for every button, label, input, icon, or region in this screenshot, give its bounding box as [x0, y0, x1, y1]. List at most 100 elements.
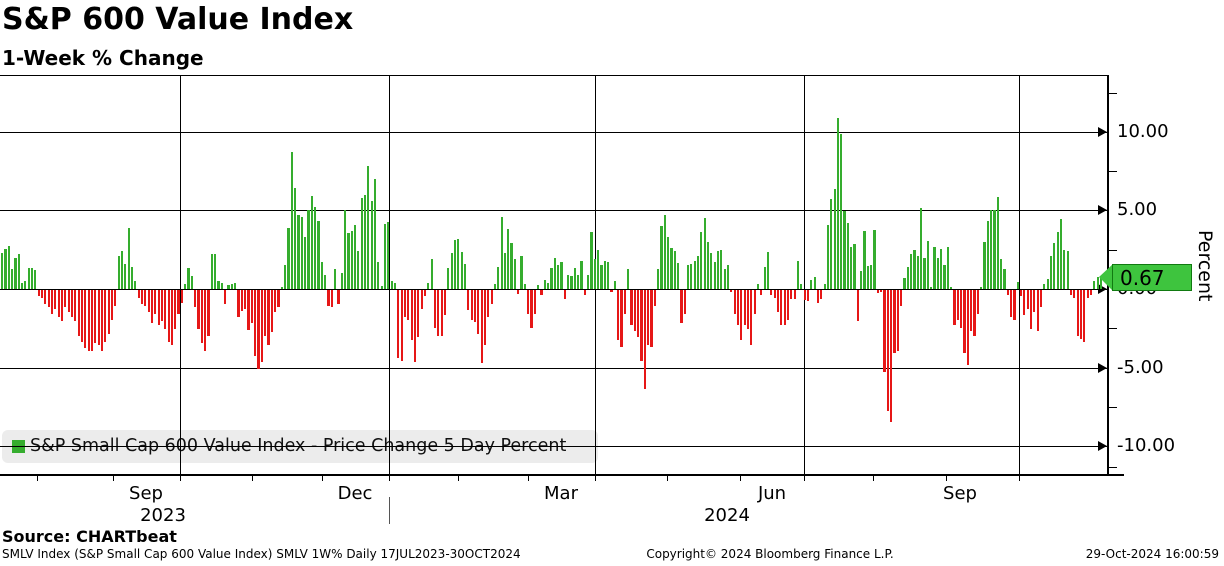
bar: [450, 252, 453, 289]
bar: [973, 290, 976, 336]
footer-timestamp: 29-Oct-2024 16:00:59: [1085, 547, 1219, 561]
bar: [407, 290, 410, 320]
bar: [104, 290, 107, 342]
bar: [557, 264, 560, 289]
bar: [537, 285, 540, 289]
bar: [294, 188, 297, 289]
bar: [530, 290, 533, 328]
x-month-label: Dec: [337, 483, 373, 504]
bar: [940, 248, 943, 289]
footer-copyright: Copyright© 2024 Bloomberg Finance L.P.: [646, 547, 894, 561]
bar: [1033, 290, 1036, 312]
y-tick-label: -10.00: [1117, 435, 1176, 457]
bar: [30, 267, 34, 289]
bar: [570, 275, 573, 289]
bar: [870, 264, 873, 289]
bar: [200, 290, 203, 344]
bar: [400, 290, 403, 361]
bar: [214, 253, 217, 289]
bar: [736, 290, 740, 325]
x-axis-line: [0, 474, 1124, 476]
bar: [700, 232, 703, 289]
bar: [790, 290, 793, 300]
bar: [806, 290, 810, 301]
bar: [780, 290, 783, 325]
bar: [470, 290, 473, 320]
bar: [663, 215, 666, 289]
bar: [756, 284, 760, 289]
bar: [177, 290, 180, 314]
bar: [863, 230, 866, 289]
bar: [853, 244, 856, 289]
bar: [363, 195, 367, 289]
bar: [600, 265, 603, 289]
bar: [220, 283, 223, 289]
bar: [1013, 290, 1016, 320]
bar: [317, 221, 320, 289]
bar: [147, 290, 150, 312]
y-axis-unit-label: Percent: [1194, 230, 1216, 302]
bar: [457, 238, 460, 289]
bar: [443, 290, 447, 316]
plot-top-border: [0, 75, 1108, 76]
bar: [730, 290, 733, 292]
bar: [467, 290, 470, 311]
x-month-tick: [322, 475, 323, 481]
bar: [297, 215, 300, 289]
bar: [310, 196, 313, 289]
bar: [1059, 219, 1063, 289]
bar: [187, 267, 190, 289]
bar: [423, 290, 427, 296]
bar: [383, 223, 387, 289]
bar: [174, 290, 177, 330]
bar: [590, 231, 593, 289]
bar: [1093, 281, 1096, 289]
bar: [264, 290, 267, 336]
bar: [517, 290, 520, 294]
bar: [816, 290, 820, 304]
x-month-tick: [946, 475, 947, 481]
bar: [274, 290, 277, 312]
bar: [610, 290, 613, 293]
bar: [134, 281, 137, 289]
bar: [7, 245, 10, 289]
bar: [876, 290, 879, 294]
bar: [1069, 290, 1073, 295]
x-month-tick: [252, 475, 253, 481]
bar: [577, 274, 580, 289]
bar: [613, 281, 616, 289]
bar: [1086, 290, 1089, 298]
bar: [840, 134, 843, 289]
bar: [623, 290, 626, 314]
bar: [114, 290, 117, 306]
legend-label: S&P Small Cap 600 Value Index - Price Ch…: [30, 436, 567, 456]
bar: [20, 283, 24, 289]
bar: [347, 233, 350, 289]
bar: [983, 241, 986, 289]
bar: [1026, 290, 1029, 309]
bar: [473, 290, 477, 323]
bar: [543, 279, 546, 289]
bar: [124, 263, 127, 289]
bar: [1089, 290, 1093, 295]
bar: [420, 290, 423, 309]
bar: [190, 275, 193, 289]
bar: [693, 261, 696, 289]
bar: [340, 273, 343, 289]
bar: [833, 189, 836, 289]
bar: [314, 207, 317, 289]
footer-security-info: SMLV Index (S&P Small Cap 600 Value Inde…: [2, 547, 521, 561]
bar: [1053, 243, 1056, 289]
bar: [117, 255, 120, 289]
x-month-tick: [667, 475, 668, 481]
bar: [67, 290, 70, 312]
bar: [603, 261, 606, 289]
bar: [507, 229, 510, 289]
bar: [750, 290, 753, 346]
last-value-marker-arrow: [1099, 264, 1113, 291]
y-tick-label: 10.00: [1117, 120, 1169, 142]
bar: [260, 290, 263, 363]
bar: [330, 290, 333, 308]
bar: [926, 241, 929, 289]
bar: [50, 290, 54, 314]
